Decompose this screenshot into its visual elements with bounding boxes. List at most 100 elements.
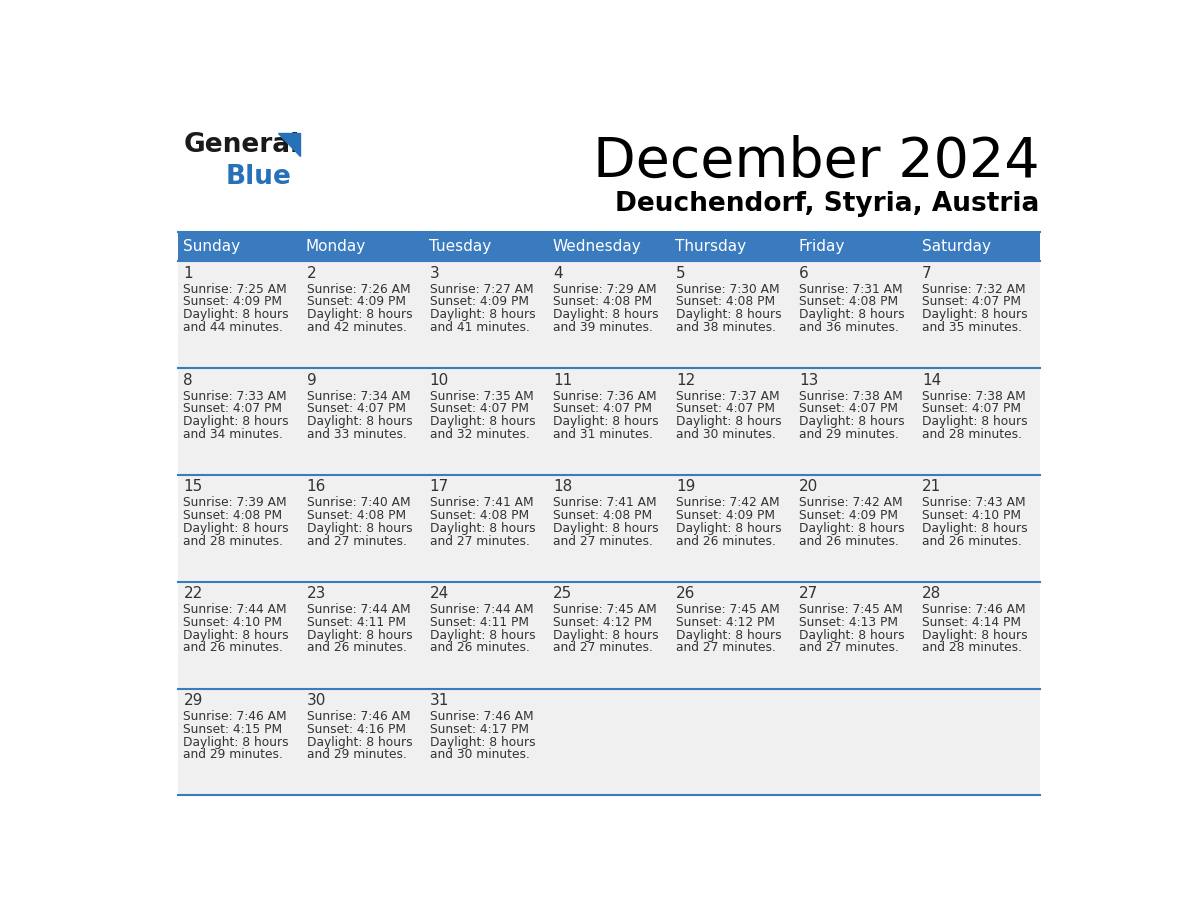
Text: December 2024: December 2024 (593, 135, 1040, 189)
Text: 12: 12 (676, 373, 695, 387)
Text: Sunrise: 7:46 AM: Sunrise: 7:46 AM (922, 603, 1025, 616)
Text: Daylight: 8 hours: Daylight: 8 hours (922, 629, 1028, 642)
Text: Sunset: 4:07 PM: Sunset: 4:07 PM (430, 402, 529, 415)
Bar (917, 582, 1040, 688)
Text: 20: 20 (800, 479, 819, 495)
Text: and 28 minutes.: and 28 minutes. (922, 428, 1022, 441)
Bar (794, 232, 917, 261)
Text: Sunrise: 7:30 AM: Sunrise: 7:30 AM (676, 283, 779, 296)
Text: Sunset: 4:08 PM: Sunset: 4:08 PM (552, 296, 652, 308)
Bar (548, 582, 670, 688)
Text: Sunset: 4:07 PM: Sunset: 4:07 PM (307, 402, 405, 415)
Bar (794, 475, 917, 582)
Bar (178, 582, 301, 688)
Text: 28: 28 (922, 587, 941, 601)
Bar (424, 688, 548, 796)
Text: Tuesday: Tuesday (429, 239, 492, 254)
Text: Daylight: 8 hours: Daylight: 8 hours (552, 629, 658, 642)
Text: 1: 1 (183, 265, 194, 281)
Text: and 28 minutes.: and 28 minutes. (183, 534, 284, 547)
Bar (548, 232, 670, 261)
Bar (794, 582, 917, 688)
Text: Daylight: 8 hours: Daylight: 8 hours (676, 415, 782, 428)
Text: Monday: Monday (307, 239, 366, 254)
Text: Saturday: Saturday (922, 239, 991, 254)
Text: and 26 minutes.: and 26 minutes. (800, 534, 899, 547)
Text: and 44 minutes.: and 44 minutes. (183, 320, 284, 334)
Text: Daylight: 8 hours: Daylight: 8 hours (307, 521, 412, 535)
Text: Sunset: 4:07 PM: Sunset: 4:07 PM (922, 402, 1022, 415)
Text: 27: 27 (800, 587, 819, 601)
Text: 10: 10 (430, 373, 449, 387)
Text: Daylight: 8 hours: Daylight: 8 hours (922, 308, 1028, 321)
Text: Sunrise: 7:45 AM: Sunrise: 7:45 AM (676, 603, 779, 616)
Text: 6: 6 (800, 265, 809, 281)
Text: Sunset: 4:09 PM: Sunset: 4:09 PM (183, 296, 283, 308)
Text: and 33 minutes.: and 33 minutes. (307, 428, 406, 441)
Text: Wednesday: Wednesday (552, 239, 642, 254)
Bar (917, 261, 1040, 368)
Bar (178, 232, 301, 261)
Text: 2: 2 (307, 265, 316, 281)
Text: 3: 3 (430, 265, 440, 281)
Text: and 26 minutes.: and 26 minutes. (922, 534, 1022, 547)
Text: 4: 4 (552, 265, 562, 281)
Text: 9: 9 (307, 373, 316, 387)
Text: and 26 minutes.: and 26 minutes. (183, 642, 284, 655)
Text: Sunset: 4:17 PM: Sunset: 4:17 PM (430, 722, 529, 736)
Text: 23: 23 (307, 587, 326, 601)
Text: Sunrise: 7:46 AM: Sunrise: 7:46 AM (307, 711, 410, 723)
Text: Daylight: 8 hours: Daylight: 8 hours (183, 629, 289, 642)
Text: Sunset: 4:11 PM: Sunset: 4:11 PM (307, 616, 405, 629)
Text: Sunset: 4:08 PM: Sunset: 4:08 PM (183, 509, 283, 522)
Text: Daylight: 8 hours: Daylight: 8 hours (676, 629, 782, 642)
Bar (917, 475, 1040, 582)
Text: Sunrise: 7:39 AM: Sunrise: 7:39 AM (183, 497, 287, 509)
Text: Sunrise: 7:46 AM: Sunrise: 7:46 AM (430, 711, 533, 723)
Text: Sunset: 4:07 PM: Sunset: 4:07 PM (676, 402, 775, 415)
Text: and 29 minutes.: and 29 minutes. (183, 748, 284, 761)
Text: 13: 13 (800, 373, 819, 387)
Text: Sunset: 4:13 PM: Sunset: 4:13 PM (800, 616, 898, 629)
Text: Daylight: 8 hours: Daylight: 8 hours (552, 415, 658, 428)
Bar (548, 475, 670, 582)
Bar (424, 232, 548, 261)
Bar (424, 368, 548, 475)
Bar (178, 261, 301, 368)
Bar (301, 688, 424, 796)
Text: Sunset: 4:12 PM: Sunset: 4:12 PM (676, 616, 775, 629)
Text: and 32 minutes.: and 32 minutes. (430, 428, 530, 441)
Text: Blue: Blue (226, 164, 292, 190)
Text: Sunrise: 7:29 AM: Sunrise: 7:29 AM (552, 283, 657, 296)
Text: Daylight: 8 hours: Daylight: 8 hours (800, 521, 905, 535)
Text: Sunrise: 7:38 AM: Sunrise: 7:38 AM (800, 389, 903, 402)
Text: 7: 7 (922, 265, 931, 281)
Bar (301, 582, 424, 688)
Text: Daylight: 8 hours: Daylight: 8 hours (430, 308, 536, 321)
Text: Sunrise: 7:31 AM: Sunrise: 7:31 AM (800, 283, 903, 296)
Text: and 27 minutes.: and 27 minutes. (552, 642, 652, 655)
Bar (794, 688, 917, 796)
Text: Sunset: 4:07 PM: Sunset: 4:07 PM (552, 402, 652, 415)
Text: Sunrise: 7:33 AM: Sunrise: 7:33 AM (183, 389, 287, 402)
Text: and 28 minutes.: and 28 minutes. (922, 642, 1022, 655)
Text: Daylight: 8 hours: Daylight: 8 hours (800, 415, 905, 428)
Text: Daylight: 8 hours: Daylight: 8 hours (430, 521, 536, 535)
Bar (178, 475, 301, 582)
Text: Sunrise: 7:40 AM: Sunrise: 7:40 AM (307, 497, 410, 509)
Text: Sunrise: 7:44 AM: Sunrise: 7:44 AM (307, 603, 410, 616)
Bar (548, 368, 670, 475)
Bar (670, 582, 794, 688)
Text: Sunrise: 7:32 AM: Sunrise: 7:32 AM (922, 283, 1025, 296)
Text: and 30 minutes.: and 30 minutes. (676, 428, 776, 441)
Text: Daylight: 8 hours: Daylight: 8 hours (552, 521, 658, 535)
Text: 25: 25 (552, 587, 573, 601)
Bar (424, 261, 548, 368)
Text: Daylight: 8 hours: Daylight: 8 hours (676, 521, 782, 535)
Text: and 42 minutes.: and 42 minutes. (307, 320, 406, 334)
Text: and 36 minutes.: and 36 minutes. (800, 320, 899, 334)
Text: Sunset: 4:14 PM: Sunset: 4:14 PM (922, 616, 1022, 629)
Bar (178, 688, 301, 796)
Bar (670, 261, 794, 368)
Text: Daylight: 8 hours: Daylight: 8 hours (552, 308, 658, 321)
